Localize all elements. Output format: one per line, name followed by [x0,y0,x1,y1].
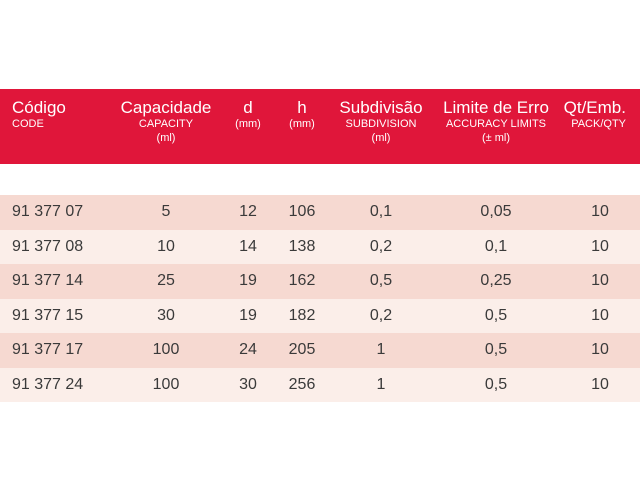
header-code-sub: CODE [12,118,44,130]
header-code: Código CODE [0,89,122,164]
cell-h: 182 [288,306,316,324]
header-pack-sub: PACK/QTY [571,118,626,130]
header-code-title: Código [12,98,66,117]
cell-accuracy: 0,5 [484,306,508,324]
cell-capacity: 30 [157,306,175,324]
table-row: 91 377 07 5 12 106 0,1 0,05 10 [0,195,640,230]
header-capacity-sub: CAPACITY [138,118,194,130]
header-pack: Qt/Emb. PACK/QTY [560,89,640,164]
cell-subdivision: 0,2 [369,237,393,255]
header-d-title: d [243,98,253,117]
table-header: Código CODE Capacidade CAPACITY (ml) d (… [0,89,640,164]
cell-d: 24 [239,341,257,359]
header-h-title: h [297,98,307,117]
header-accuracy: Limite de Erro ACCURACY LIMITS (± ml) [432,89,560,164]
cell-capacity: 100 [152,341,180,359]
cell-accuracy: 0,5 [484,341,508,359]
header-h-unit: (mm) [289,118,315,130]
table-row: 91 377 24 100 30 256 1 0,5 10 [0,367,640,402]
cell-code: 91 377 17 [12,341,84,359]
header-subdivision: Subdivisão SUBDIVISION (ml) [330,89,432,164]
cell-pack: 10 [591,375,609,393]
cell-h: 256 [288,375,316,393]
cell-capacity: 5 [161,203,171,221]
header-subdivision-unit: (ml) [371,132,391,144]
header-capacity-title: Capacidade [120,98,212,117]
table-row: 91 377 08 10 14 138 0,2 0,1 10 [0,229,640,264]
cell-h: 138 [288,237,316,255]
cell-h: 162 [288,272,316,290]
cell-capacity: 10 [157,237,175,255]
header-d-unit: (mm) [235,118,261,130]
cell-accuracy: 0,25 [480,272,512,290]
table-row: 91 377 14 25 19 162 0,5 0,25 10 [0,264,640,299]
cell-subdivision: 0,1 [369,203,393,221]
header-accuracy-unit: (± ml) [481,132,511,144]
header-spacer [0,164,640,195]
header-accuracy-sub: ACCURACY LIMITS [445,118,547,130]
cell-code: 91 377 07 [12,203,84,221]
header-h: h (mm) [274,89,330,164]
table-row: 91 377 17 100 24 205 1 0,5 10 [0,333,640,368]
header-subdivision-sub: SUBDIVISION [345,118,417,130]
header-d: d (mm) [222,89,274,164]
cell-code: 91 377 15 [12,306,84,324]
cell-pack: 10 [591,237,609,255]
header-capacity-unit: (ml) [156,132,176,144]
cell-accuracy: 0,1 [484,237,508,255]
cell-pack: 10 [591,203,609,221]
cell-pack: 10 [591,306,609,324]
cell-code: 91 377 08 [12,237,84,255]
cell-h: 205 [288,341,316,359]
product-table: Código CODE Capacidade CAPACITY (ml) d (… [0,89,640,402]
cell-subdivision: 0,2 [369,306,393,324]
cell-code: 91 377 14 [12,272,84,290]
cell-subdivision: 0,5 [369,272,393,290]
cell-subdivision: 1 [376,375,386,393]
cell-code: 91 377 24 [12,375,84,393]
cell-capacity: 100 [152,375,180,393]
cell-subdivision: 1 [376,341,386,359]
cell-d: 30 [239,375,257,393]
cell-d: 19 [239,272,257,290]
cell-pack: 10 [591,341,609,359]
header-accuracy-title: Limite de Erro [443,98,549,117]
cell-d: 14 [239,237,257,255]
table-row: 91 377 15 30 19 182 0,2 0,5 10 [0,298,640,333]
cell-d: 12 [239,203,257,221]
cell-capacity: 25 [157,272,175,290]
header-subdivision-title: Subdivisão [339,98,423,117]
cell-pack: 10 [591,272,609,290]
cell-d: 19 [239,306,257,324]
cell-h: 106 [288,203,316,221]
cell-accuracy: 0,5 [484,375,508,393]
cell-accuracy: 0,05 [480,203,512,221]
header-pack-title: Qt/Emb. [563,98,626,117]
header-capacity: Capacidade CAPACITY (ml) [110,89,222,164]
